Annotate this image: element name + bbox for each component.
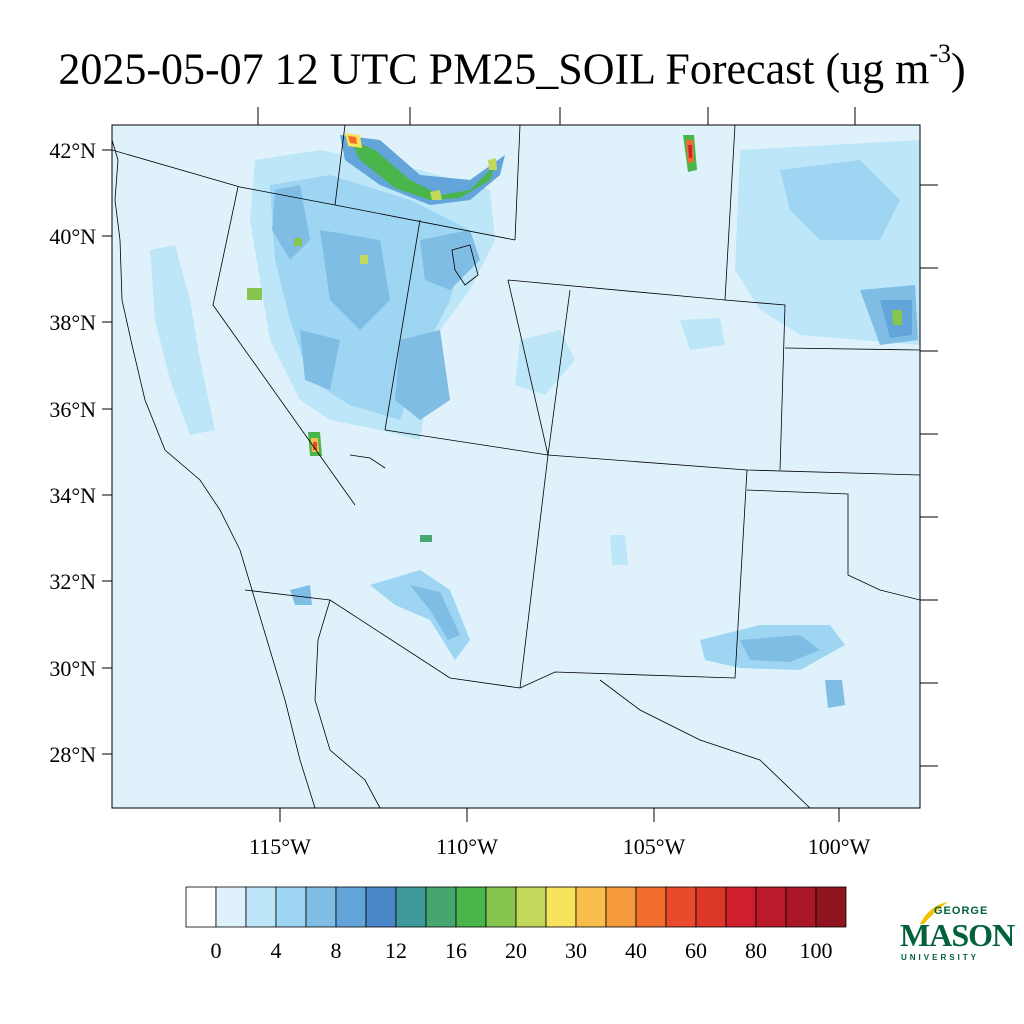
colorbar-label: 16 [445, 938, 467, 963]
map-title: 2025-05-07 12 UTC PM25_SOIL Forecast (ug… [0, 30, 1024, 100]
colorbar-swatch [605, 886, 637, 928]
lon-label: 115°W [249, 834, 311, 859]
colorbar-swatch [635, 886, 667, 928]
logo-line1: GEORGE [934, 905, 989, 917]
colorbar-swatch [185, 886, 217, 928]
colorbar-label: 20 [505, 938, 527, 963]
colorbar-swatch [395, 886, 427, 928]
colorbar-swatch [575, 886, 607, 928]
lon-label: 110°W [436, 834, 498, 859]
title-close: ) [951, 44, 966, 94]
title-text: 2025-05-07 12 UTC PM25_SOIL Forecast (ug… [58, 44, 930, 94]
colorbar-label: 100 [799, 938, 833, 963]
lat-label: 40°N [49, 224, 96, 249]
colorbar-swatch [215, 886, 247, 928]
colorbar-swatch [665, 886, 697, 928]
map-frame [111, 124, 921, 809]
colorbar-label: 60 [685, 938, 707, 963]
political-boundaries [112, 125, 920, 808]
colorbar-label: 30 [565, 938, 587, 963]
lon-labels: 115°W 110°W 105°W 100°W [249, 834, 870, 859]
colorbar-label: 8 [330, 938, 342, 963]
colorbar-label: 40 [625, 938, 647, 963]
lat-label: 28°N [49, 742, 96, 767]
colorbar-swatch [515, 886, 547, 928]
colorbar-swatch [815, 886, 847, 928]
lat-labels: 42°N 40°N 38°N 36°N 34°N 32°N 30°N 28°N [49, 138, 96, 767]
colorbar-swatch [545, 886, 577, 928]
colorbar-swatch [755, 886, 787, 928]
colorbar-label: 12 [385, 938, 407, 963]
lat-label: 34°N [49, 483, 96, 508]
logo-leaf-icon [920, 902, 948, 924]
gmu-logo: GEORGE MASON UNIVERSITY [898, 900, 1015, 970]
colorbar-swatch [485, 886, 517, 928]
lat-label: 36°N [49, 397, 96, 422]
colorbar-label: 4 [270, 938, 282, 963]
logo-line2: MASON [900, 917, 1015, 953]
axis-ticks [102, 107, 938, 822]
colorbar-swatch [365, 886, 397, 928]
colorbar-swatch [695, 886, 727, 928]
lat-label: 32°N [49, 569, 96, 594]
colorbar-label: 0 [210, 938, 222, 963]
colorbar-swatch [305, 886, 337, 928]
colorbar-swatch [725, 886, 757, 928]
title-exponent: -3 [929, 39, 951, 68]
lon-label: 105°W [623, 834, 686, 859]
logo-line3: UNIVERSITY [901, 953, 980, 962]
colorbar-label: 80 [745, 938, 767, 963]
colorbar-swatch [245, 886, 277, 928]
lat-label: 38°N [49, 310, 96, 335]
colorbar-swatch [335, 886, 367, 928]
concentration-field [150, 133, 920, 708]
lon-label: 100°W [808, 834, 871, 859]
colorbar-swatch [425, 886, 457, 928]
colorbar-swatch [785, 886, 817, 928]
colorbar-swatch [455, 886, 487, 928]
colorbar-swatch [275, 886, 307, 928]
colorbar [185, 886, 847, 928]
lat-label: 30°N [49, 656, 96, 681]
lat-label: 42°N [49, 138, 96, 163]
